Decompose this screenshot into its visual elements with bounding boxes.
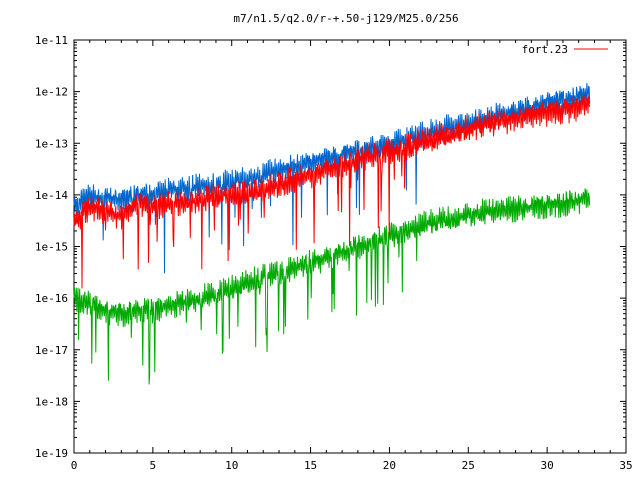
y-tick-label: 1e-11 bbox=[35, 34, 68, 47]
y-tick-label: 1e-17 bbox=[35, 344, 68, 357]
legend-label-fort23: fort.23 bbox=[522, 43, 568, 56]
series-layer bbox=[73, 83, 591, 385]
y-tick-label: 1e-13 bbox=[35, 137, 68, 150]
series-line-0 bbox=[73, 94, 591, 289]
x-tick-label: 0 bbox=[71, 459, 78, 472]
x-tick-label: 25 bbox=[462, 459, 475, 472]
x-tick-label: 30 bbox=[541, 459, 554, 472]
series-line-2 bbox=[73, 188, 591, 385]
y-tick-label: 1e-15 bbox=[35, 241, 68, 254]
y-tick-label: 1e-14 bbox=[35, 189, 68, 202]
x-tick-label: 35 bbox=[619, 459, 632, 472]
series-line-1 bbox=[73, 83, 591, 274]
x-tick-label: 15 bbox=[304, 459, 317, 472]
y-tick-label: 1e-16 bbox=[35, 292, 68, 305]
y-tick-label: 1e-12 bbox=[35, 86, 68, 99]
chart-title: m7/n1.5/q2.0/r-+.50-j129/M25.0/256 bbox=[233, 12, 458, 25]
legend: fort.23 bbox=[522, 43, 608, 56]
y-tick-label: 1e-18 bbox=[35, 395, 68, 408]
plot-axes: 0 5 10 15 20 25 30 35 1e-19 1e-18 1e-17 1e-16 1e-15 1… bbox=[35, 34, 633, 472]
x-tick-label: 10 bbox=[225, 459, 238, 472]
x-tick-label: 20 bbox=[383, 459, 396, 472]
y-tick-label: 1e-19 bbox=[35, 447, 68, 460]
x-tick-label: 5 bbox=[150, 459, 157, 472]
